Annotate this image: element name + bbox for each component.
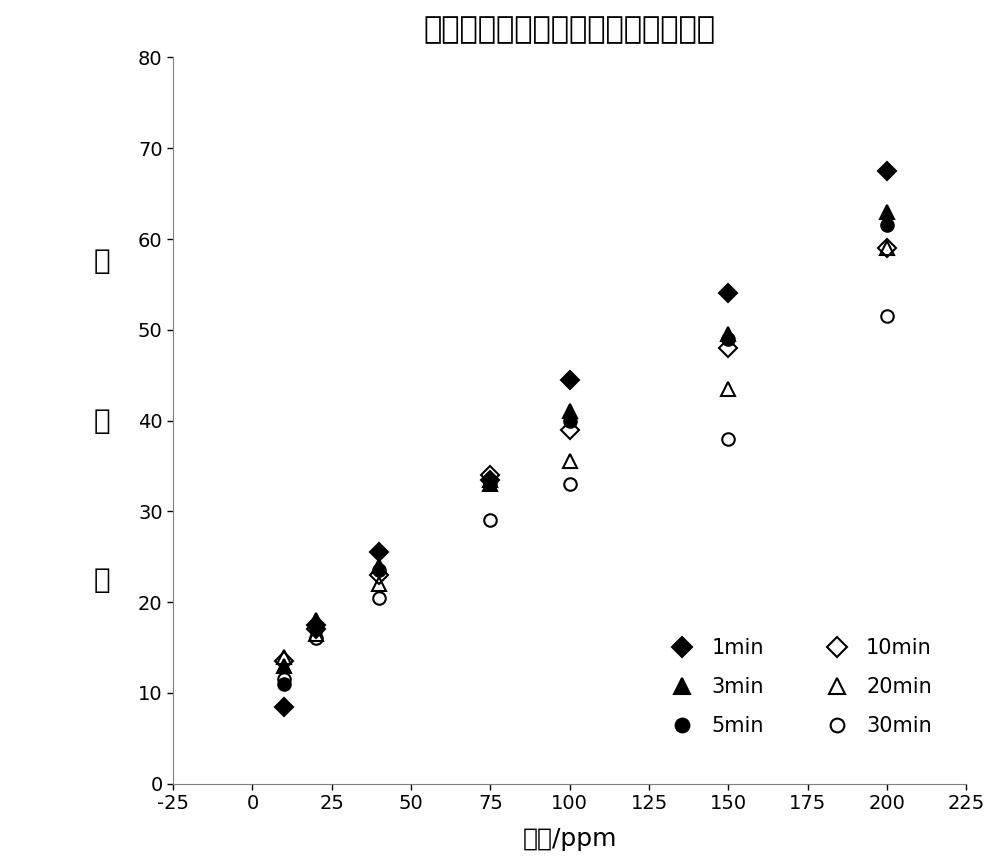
1min [722, 288, 734, 299]
1min [484, 475, 496, 485]
3min [564, 406, 576, 417]
5min [310, 624, 322, 635]
10min [722, 343, 734, 353]
3min [881, 207, 893, 217]
Text: 灰: 灰 [93, 247, 110, 275]
30min [310, 633, 322, 643]
20min [881, 242, 893, 253]
10min [278, 656, 290, 666]
3min [310, 615, 322, 625]
20min [310, 629, 322, 639]
30min [722, 434, 734, 444]
20min [278, 651, 290, 662]
30min [373, 592, 385, 603]
3min [484, 479, 496, 489]
10min [310, 624, 322, 635]
Legend: 1min, 3min, 5min, 10min, 20min, 30min: 1min, 3min, 5min, 10min, 20min, 30min [653, 630, 940, 744]
1min [278, 701, 290, 712]
Line: 20min: 20min [277, 241, 894, 663]
Text: 度: 度 [93, 406, 110, 435]
5min [722, 333, 734, 344]
Line: 30min: 30min [278, 310, 893, 686]
5min [373, 565, 385, 576]
Line: 1min: 1min [278, 165, 893, 713]
10min [881, 242, 893, 253]
20min [373, 578, 385, 589]
10min [373, 570, 385, 580]
20min [722, 384, 734, 394]
30min [881, 311, 893, 321]
X-axis label: 浓度/ppm: 浓度/ppm [522, 827, 617, 851]
1min [564, 374, 576, 385]
1min [881, 165, 893, 176]
10min [564, 424, 576, 435]
5min [564, 416, 576, 426]
Line: 3min: 3min [277, 205, 894, 673]
5min [484, 479, 496, 489]
10min [484, 470, 496, 481]
5min [278, 679, 290, 689]
5min [881, 220, 893, 230]
3min [722, 329, 734, 339]
1min [373, 547, 385, 558]
Line: 5min: 5min [278, 219, 893, 690]
Title: 不同显色时间下的标准溶液信号响应: 不同显色时间下的标准溶液信号响应 [424, 15, 716, 44]
3min [373, 560, 385, 571]
30min [484, 515, 496, 526]
20min [564, 456, 576, 467]
20min [484, 475, 496, 485]
3min [278, 661, 290, 671]
30min [278, 674, 290, 684]
30min [564, 479, 576, 489]
1min [310, 620, 322, 630]
Text: 値: 値 [93, 566, 110, 594]
Line: 10min: 10min [278, 242, 893, 668]
